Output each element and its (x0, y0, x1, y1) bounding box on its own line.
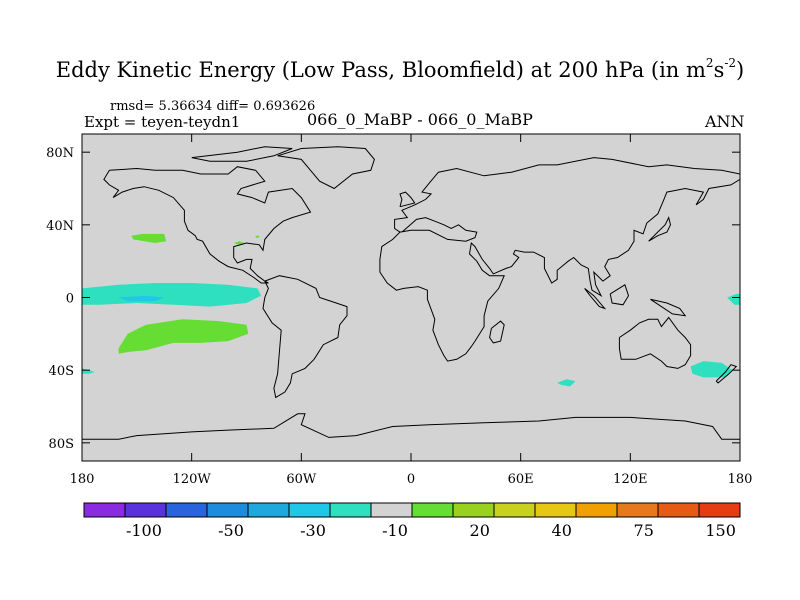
east-australia-patch (690, 361, 733, 378)
x-tick-label: 120E (613, 472, 647, 487)
axis-ticks: 180 120W 60W 0 60E 120E 180 80N 40N 0 40S 80S (46, 134, 752, 487)
antarctica-coast (82, 413, 740, 440)
x-tick-label: 120W (173, 472, 212, 487)
coastline-layer (82, 146, 741, 440)
arctic-islands-coast (191, 146, 293, 162)
equatorial-band (82, 283, 262, 307)
difference-label: 066_0_MaBP - 066_0_MaBP (307, 110, 533, 129)
x-tick-label: 60E (508, 472, 534, 487)
colorbar-swatch (370, 502, 413, 518)
colorbar-swatch (247, 502, 290, 518)
experiment-label: Expt = teyen-teydn1 (84, 113, 241, 131)
eurasia-africa-coast (379, 157, 741, 362)
colorbar-swatch (452, 502, 495, 518)
colorbar-swatch (411, 502, 454, 518)
british-isles-coast (399, 191, 416, 208)
season-label: ANN (705, 112, 745, 131)
colorbar-label: 20 (470, 521, 490, 540)
title-text: Eddy Kinetic Energy (Low Pass, Bloomfiel… (55, 58, 706, 82)
north-pacific-patch (131, 233, 167, 243)
colorbar-swatch (657, 502, 700, 518)
colorbar: -100 -50 -30 -10 20 40 75 150 (83, 502, 741, 540)
dateline-equatorial-patch (727, 293, 740, 305)
x-tick-label: 60W (286, 472, 317, 487)
south-america-coast (262, 275, 348, 399)
colorbar-swatch (616, 502, 659, 518)
colorbar-swatch (534, 502, 577, 518)
south-pacific-patch (118, 319, 249, 354)
australia-coast (618, 316, 692, 369)
stats-label: rmsd= 5.36634 diff= 0.693626 (110, 99, 316, 114)
colorbar-swatch (165, 502, 208, 518)
colorbar-label: 75 (634, 521, 654, 540)
new-guinea-coast (650, 298, 687, 317)
colorbar-label: -30 (300, 521, 326, 540)
x-tick-label: 0 (407, 472, 415, 487)
x-tick-label: 180 (728, 472, 753, 487)
colorbar-swatch (206, 502, 249, 518)
mediterranean-coast (399, 217, 478, 242)
title-close: ) (736, 58, 745, 82)
colorbar-label: -50 (218, 521, 244, 540)
borneo-coast (609, 284, 630, 306)
anomaly-layer (82, 233, 740, 387)
colorbar-label: 150 (705, 521, 736, 540)
colorbar-label: -100 (126, 521, 162, 540)
sumatra-coast (584, 288, 607, 310)
unit-exponent-2: -2 (724, 56, 737, 70)
colorbar-label: -10 (382, 521, 408, 540)
colorbar-swatch (124, 502, 167, 518)
y-tick-label: 40S (49, 364, 74, 379)
colorbar-label: 40 (552, 521, 572, 540)
y-tick-label: 0 (66, 292, 74, 307)
tiny-pacific-patch (255, 235, 260, 238)
y-tick-label: 80N (46, 146, 74, 161)
y-tick-label: 40N (46, 219, 74, 234)
y-tick-label: 80S (49, 437, 74, 452)
japan-coast (648, 216, 672, 242)
colorbar-swatch (83, 502, 126, 518)
colorbar-swatch (698, 502, 741, 518)
north-america-coast (103, 166, 312, 284)
new-zealand-coast (715, 364, 738, 384)
unit-s: s (713, 58, 725, 82)
colorbar-swatch (288, 502, 331, 518)
madagascar-coast (489, 320, 505, 344)
colorbar-swatch (575, 502, 618, 518)
colorbar-swatch (493, 502, 536, 518)
chart-title: Eddy Kinetic Energy (Low Pass, Bloomfiel… (0, 56, 800, 82)
x-tick-label: 180 (70, 472, 95, 487)
colorbar-swatch (329, 502, 372, 518)
equatorial-core (118, 295, 165, 302)
indian-ocean-patch (557, 379, 576, 387)
greenland-coast (277, 146, 375, 190)
unit-exponent-1: 2 (705, 56, 714, 70)
